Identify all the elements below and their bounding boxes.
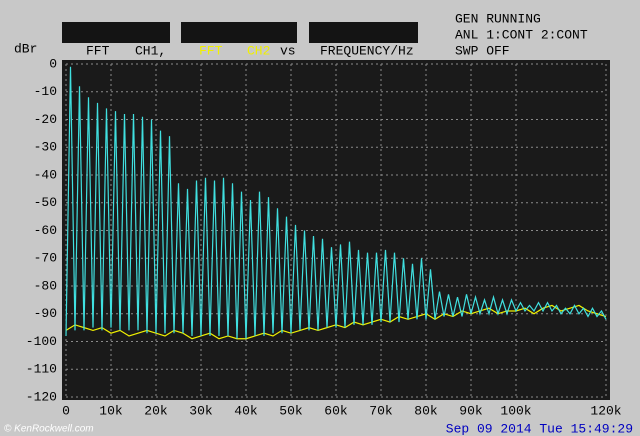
header-text: FREQUENCY/Hz [320, 43, 414, 58]
traces [65, 66, 607, 340]
y-tick-label: -90 [34, 306, 57, 321]
timestamp: Sep 09 2014 Tue 15:49:29 [446, 421, 633, 436]
y-tick-label: -70 [34, 251, 57, 266]
x-tick-label: 10k [99, 403, 123, 418]
status-text: SWP OFF [455, 43, 510, 58]
y-tick-label: -30 [34, 140, 57, 155]
y-tick-label: -110 [26, 362, 57, 377]
watermark: © KenRockwell.com [4, 424, 94, 435]
y-tick-label: -120 [26, 389, 57, 404]
x-tick-label: 70k [369, 403, 393, 418]
grid [65, 63, 607, 398]
trace [65, 66, 607, 339]
y-tick-label: -40 [34, 167, 57, 182]
tick-labels: 0 -10 -20 -30 -40 -50 -60 -70 -80 -90 -100 -110 -120… [26, 56, 622, 418]
y-tick-label: -20 [34, 112, 57, 127]
header-box [181, 22, 297, 43]
y-tick-label: -50 [34, 195, 57, 210]
x-tick-label: 80k [414, 403, 438, 418]
x-tick-label: 120k [590, 403, 621, 418]
x-tick-label: 40k [234, 403, 258, 418]
header-text: vs [280, 43, 296, 58]
status-text: ANL 1:CONT 2:CONT [455, 27, 588, 42]
x-tick-label: 90k [459, 403, 483, 418]
y-tick-label: 0 [49, 56, 57, 71]
x-tick-label: 100k [500, 403, 531, 418]
x-tick-label: 60k [324, 403, 348, 418]
header-text: FFT [199, 43, 223, 58]
y-tick-label: -10 [34, 84, 57, 99]
x-tick-label: 50k [279, 403, 303, 418]
status-text: GEN RUNNING [455, 11, 541, 26]
header-box [309, 22, 418, 43]
y-tick-label: -100 [26, 334, 57, 349]
header-text: CH1, [135, 43, 166, 58]
y-tick-label: -80 [34, 278, 57, 293]
header-box [62, 22, 170, 43]
y-tick-label: -60 [34, 223, 57, 238]
y-axis-label: dBr [14, 41, 37, 56]
header-text: CH2 [247, 43, 270, 58]
x-tick-label: 20k [144, 403, 168, 418]
x-tick-label: 0 [62, 403, 70, 418]
header-text: FFT [86, 43, 110, 58]
x-tick-label: 30k [189, 403, 213, 418]
